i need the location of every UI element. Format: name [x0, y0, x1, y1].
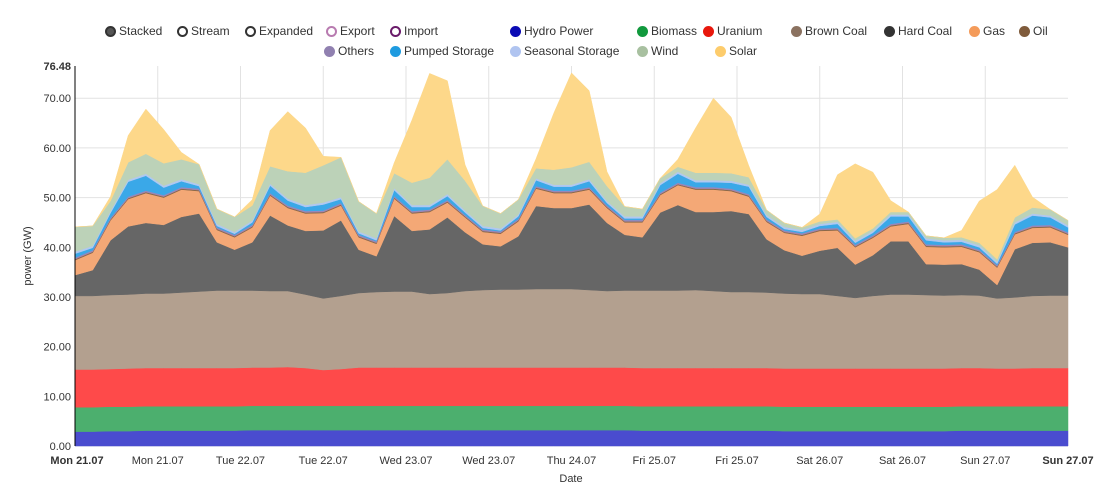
x-tick-label: Wed 23.07: [462, 455, 515, 467]
legend-gas[interactable]: Gas: [969, 24, 1005, 38]
toggle-export[interactable]: Export: [326, 24, 375, 38]
legend-marker-icon: [637, 25, 648, 37]
legend-biomass[interactable]: Biomass: [637, 24, 697, 38]
legend-marker-icon: [326, 25, 337, 37]
x-tick-label: Sun 27.07: [1042, 455, 1093, 467]
legend-marker-icon: [390, 45, 401, 57]
legend-oil[interactable]: Oil: [1019, 24, 1048, 38]
legend-label: Hydro Power: [524, 24, 594, 38]
area-uranium[interactable]: [74, 366, 1069, 408]
y-max-label: 76.48: [43, 61, 71, 73]
x-tick-label: Sat 26.07: [796, 455, 843, 467]
legend-label: Biomass: [651, 24, 698, 38]
legend-label: Brown Coal: [805, 24, 868, 38]
legend-brown-coal[interactable]: Brown Coal: [791, 24, 867, 38]
x-tick-label: Tue 22.07: [299, 455, 348, 467]
areas: [74, 72, 1069, 447]
y-axis-label: power (GW): [22, 226, 34, 285]
x-tick-label: Mon 21.07: [50, 455, 103, 467]
legend-seasonal-storage[interactable]: Seasonal Storage: [510, 44, 619, 58]
y-tick-label: 20.00: [43, 342, 71, 354]
legend-marker-icon: [510, 45, 521, 57]
legend-marker-icon: [510, 25, 521, 37]
legend-marker-icon: [177, 25, 188, 37]
legend-label: Expanded: [259, 24, 314, 38]
legend-marker-icon: [703, 25, 714, 37]
x-tick-label: Sun 27.07: [960, 455, 1010, 467]
legend-label: Gas: [983, 24, 1006, 38]
legend-wind[interactable]: Wind: [637, 44, 678, 58]
legend-hard-coal[interactable]: Hard Coal: [884, 24, 952, 38]
area-solar[interactable]: [74, 72, 1069, 260]
legend-label: Stacked: [119, 24, 163, 38]
legend-label: Hard Coal: [898, 24, 953, 38]
legend-uranium[interactable]: Uranium: [703, 24, 762, 38]
y-tick-label: 50.00: [43, 193, 71, 205]
legend-marker-icon: [390, 25, 401, 37]
toggle-import[interactable]: Import: [390, 24, 438, 38]
x-axis-label: Date: [559, 473, 582, 485]
x-tick-label: Fri 25.07: [633, 455, 676, 467]
legend-label: Solar: [729, 44, 758, 58]
area-biomass[interactable]: [74, 405, 1069, 432]
x-tick-label: Fri 25.07: [715, 455, 758, 467]
y-tick-label: 30.00: [43, 292, 71, 304]
legend-label: Pumped Storage: [404, 44, 495, 58]
x-tick-label: Wed 23.07: [379, 455, 432, 467]
legend-marker-icon: [105, 25, 116, 37]
x-tick-label: Sat 26.07: [879, 455, 926, 467]
mode-stream[interactable]: Stream: [177, 24, 230, 38]
y-tick-label: 40.00: [43, 242, 71, 254]
x-tick-label: Thu 24.07: [547, 455, 597, 467]
mode-expanded[interactable]: Expanded: [245, 24, 313, 38]
legend-label: Export: [340, 24, 375, 38]
x-tick-label: Mon 21.07: [132, 455, 184, 467]
x-tick-label: Tue 22.07: [216, 455, 265, 467]
legend-marker-icon: [715, 45, 726, 57]
legend-label: Seasonal Storage: [524, 44, 620, 58]
legend-label: Import: [404, 24, 439, 38]
legend-label: Uranium: [717, 24, 763, 38]
legend-label: Others: [338, 44, 375, 58]
legend-pumped-storage[interactable]: Pumped Storage: [390, 44, 494, 58]
y-tick-label: 60.00: [43, 143, 71, 155]
legend-marker-icon: [791, 25, 802, 37]
area-hydro-power[interactable]: [74, 429, 1069, 447]
area-brown-coal[interactable]: [74, 288, 1069, 371]
legend-marker-icon: [884, 25, 895, 37]
legend-label: Wind: [651, 44, 679, 58]
y-tick-label: 0.00: [50, 441, 71, 453]
legend-marker-icon: [969, 25, 980, 37]
legend-hydro-power[interactable]: Hydro Power: [510, 24, 593, 38]
y-tick-label: 70.00: [43, 93, 71, 105]
mode-stacked[interactable]: Stacked: [105, 24, 162, 38]
legend-marker-icon: [1019, 25, 1030, 37]
legend-solar[interactable]: Solar: [715, 44, 757, 58]
legend-label: Stream: [191, 24, 230, 38]
legend-label: Oil: [1033, 24, 1048, 38]
legend-marker-icon: [637, 45, 648, 57]
legend-marker-icon: [324, 45, 335, 57]
axes: 0.00 10.00 20.00 30.00 40.00 50.00 60.00 70.00 7…: [43, 61, 1093, 467]
y-tick-label: 10.00: [43, 391, 71, 403]
legend-others[interactable]: Others: [324, 44, 374, 58]
legend-marker-icon: [245, 25, 256, 37]
